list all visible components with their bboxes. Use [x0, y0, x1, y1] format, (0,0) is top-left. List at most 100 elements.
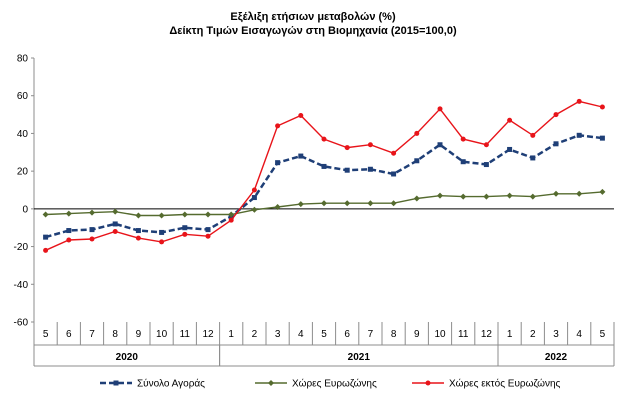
data-point: [414, 130, 420, 136]
data-point: [43, 247, 49, 253]
data-point: [228, 217, 234, 223]
data-point: [391, 150, 397, 156]
data-point: [205, 233, 211, 239]
x-tick-label: 3: [553, 329, 559, 340]
data-point: [483, 162, 489, 168]
data-point: [251, 195, 257, 201]
x-tick-label: 8: [391, 329, 397, 340]
year-label: 2020: [116, 352, 139, 363]
x-tick-label: 1: [228, 329, 234, 340]
y-tick-label: 0: [22, 204, 28, 215]
y-tick-label: 60: [17, 91, 29, 102]
data-point: [414, 158, 420, 164]
x-tick-label: 2: [252, 329, 258, 340]
data-point: [437, 192, 443, 199]
data-point: [391, 171, 397, 177]
data-point: [182, 231, 188, 237]
data-point: [576, 98, 582, 104]
x-tick-label: 6: [66, 329, 72, 340]
data-point: [66, 228, 72, 234]
data-point: [89, 236, 95, 242]
data-point: [89, 209, 95, 216]
x-tick-label: 4: [298, 329, 304, 340]
data-point: [205, 211, 211, 218]
data-point: [251, 206, 258, 213]
data-point: [89, 227, 95, 233]
data-point: [43, 234, 49, 240]
data-point: [529, 193, 536, 200]
data-point: [181, 211, 188, 218]
x-tick-label: 2: [530, 329, 536, 340]
data-point: [437, 106, 443, 112]
data-point: [275, 123, 281, 129]
legend-label: Χώρες Ευρωζώνης: [292, 378, 377, 390]
legend-marker: [113, 380, 119, 386]
data-point: [460, 193, 467, 200]
data-point: [553, 141, 559, 147]
data-point: [576, 190, 583, 197]
x-tick-label: 11: [458, 329, 469, 340]
x-tick-label: 10: [434, 329, 446, 340]
data-point: [507, 146, 513, 152]
x-tick-label: 3: [275, 329, 281, 340]
data-point: [460, 136, 466, 142]
x-tick-label: 9: [136, 329, 142, 340]
x-tick-label: 5: [321, 329, 327, 340]
data-point: [530, 132, 536, 138]
data-point: [228, 211, 235, 218]
x-tick-label: 10: [156, 329, 168, 340]
data-point: [599, 135, 605, 141]
data-point: [205, 227, 211, 233]
chart-title: Εξέλιξη ετήσιων μεταβολών (%): [230, 11, 396, 23]
data-point: [390, 200, 397, 207]
data-point: [367, 200, 374, 207]
data-point: [298, 113, 304, 119]
data-point: [297, 201, 304, 208]
data-point: [42, 211, 49, 218]
y-tick-label: -20: [14, 242, 29, 253]
x-tick-label: 7: [368, 329, 374, 340]
data-point: [367, 166, 373, 172]
data-point: [553, 112, 559, 118]
data-point: [344, 200, 351, 207]
data-point: [599, 188, 606, 195]
x-tick-label: 7: [89, 329, 95, 340]
legend-marker: [425, 380, 431, 386]
data-point: [321, 200, 327, 207]
data-point: [507, 117, 513, 123]
legend-marker: [268, 380, 274, 386]
data-point: [437, 142, 443, 148]
data-point: [506, 192, 513, 199]
data-point: [112, 208, 119, 215]
data-point: [553, 190, 559, 197]
y-tick-label: 40: [17, 129, 29, 140]
x-tick-label: 11: [180, 329, 191, 340]
data-point: [298, 153, 304, 159]
series-line: [45, 134, 603, 239]
x-tick-label: 5: [600, 329, 606, 340]
data-point: [182, 225, 188, 231]
data-point: [483, 142, 489, 148]
x-tick-label: 4: [576, 329, 582, 340]
data-point: [66, 237, 72, 243]
year-label: 2022: [545, 352, 568, 363]
x-tick-label: 6: [344, 329, 350, 340]
data-point: [159, 229, 165, 235]
data-point: [321, 163, 327, 169]
data-point: [530, 155, 536, 161]
y-tick-label: 20: [17, 167, 29, 178]
x-tick-label: 12: [481, 329, 493, 340]
data-point: [159, 239, 165, 245]
data-point: [135, 235, 141, 241]
data-point: [599, 104, 605, 110]
data-point: [367, 142, 373, 148]
data-point: [344, 145, 350, 151]
data-point: [344, 167, 350, 173]
data-point: [576, 132, 582, 138]
x-tick-label: 8: [112, 329, 118, 340]
year-label: 2021: [348, 352, 371, 363]
data-point: [112, 221, 118, 227]
legend-label: Χώρες εκτός Ευρωζώνης: [449, 378, 561, 390]
data-point: [460, 159, 466, 165]
chart-subtitle: Δείκτη Τιμών Εισαγωγών στη Βιομηχανία (2…: [169, 25, 457, 37]
